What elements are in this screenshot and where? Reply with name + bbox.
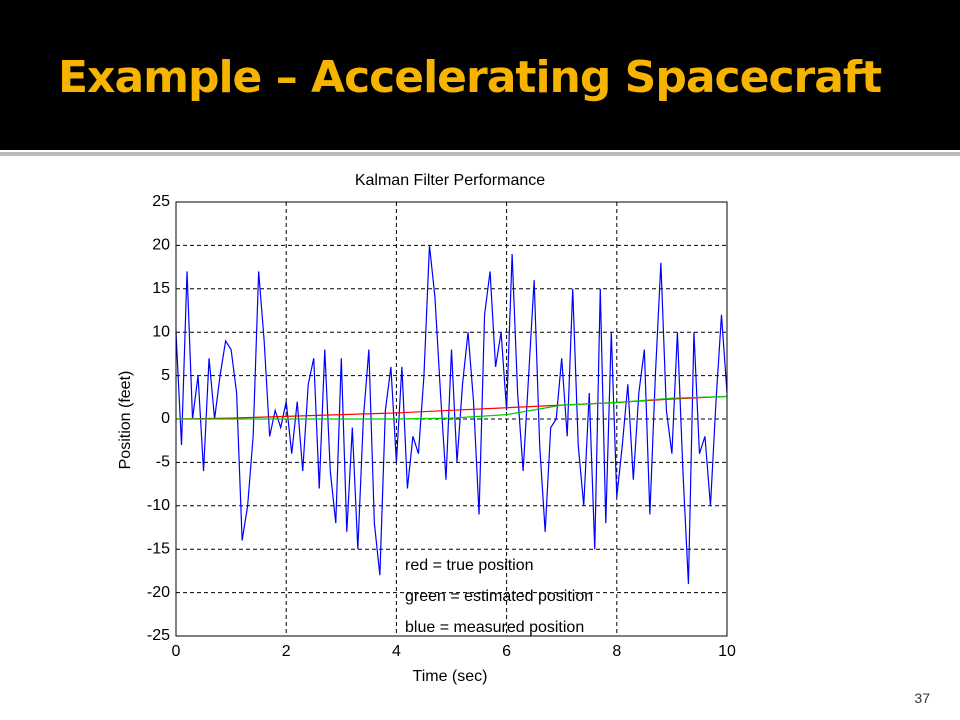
x-tick-label: 4 bbox=[392, 643, 401, 660]
y-axis-label: Position (feet) bbox=[117, 371, 134, 470]
y-tick-label: -5 bbox=[156, 454, 170, 471]
x-tick-label: 8 bbox=[612, 643, 621, 660]
x-tick-label: 10 bbox=[718, 643, 736, 660]
y-tick-label: 25 bbox=[152, 193, 170, 210]
y-tick-label: -25 bbox=[147, 627, 170, 644]
slide-title: Example – Accelerating Spacecraft bbox=[58, 52, 882, 103]
x-tick-label: 0 bbox=[172, 643, 181, 660]
y-tick-label: 5 bbox=[161, 367, 170, 384]
plot-frame bbox=[175, 201, 728, 637]
y-tick-label: 0 bbox=[161, 410, 170, 427]
y-tick-label: -20 bbox=[147, 584, 170, 601]
y-tick-label: 10 bbox=[152, 323, 170, 340]
legend-label: red = true position bbox=[405, 557, 534, 574]
x-axis-label: Time (sec) bbox=[413, 668, 488, 685]
chart-title: Kalman Filter Performance bbox=[355, 172, 545, 189]
y-tick-label: -10 bbox=[147, 497, 170, 514]
header-band bbox=[0, 0, 960, 150]
y-tick-label: 20 bbox=[152, 237, 170, 254]
data-line bbox=[175, 245, 728, 584]
header-rule bbox=[0, 152, 960, 156]
y-tick-label: 15 bbox=[152, 280, 170, 297]
y-tick-label: -15 bbox=[147, 540, 170, 557]
x-tick-label: 6 bbox=[502, 643, 511, 660]
page-number: 37 bbox=[914, 690, 930, 706]
legend-label: green = estimated position bbox=[405, 588, 593, 605]
legend-label: blue = measured position bbox=[405, 619, 584, 636]
data-line bbox=[176, 395, 728, 420]
x-tick-label: 2 bbox=[282, 643, 291, 660]
